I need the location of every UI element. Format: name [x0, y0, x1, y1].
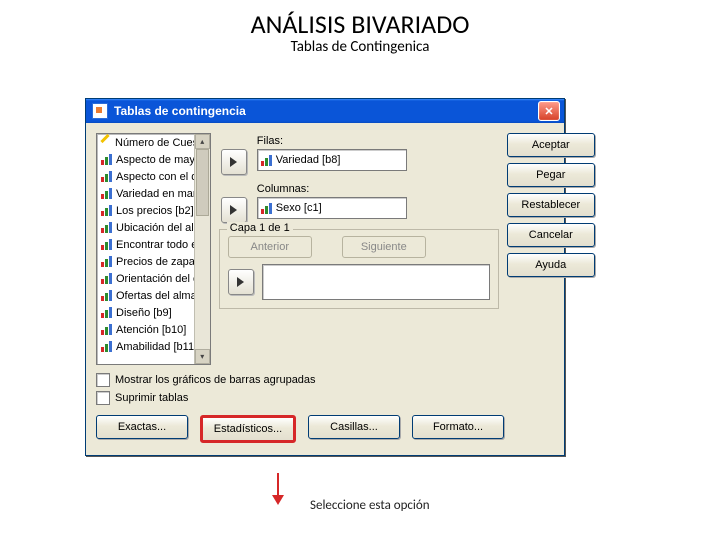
- scroll-down-icon[interactable]: ▾: [195, 349, 210, 364]
- bar-icon: [101, 273, 113, 284]
- callout-arrow-icon: [277, 473, 279, 503]
- rows-input[interactable]: Variedad [b8]: [257, 149, 407, 171]
- estadisticos-button[interactable]: Estadísticos...: [200, 415, 296, 443]
- scroll-up-icon[interactable]: ▴: [195, 134, 210, 149]
- aceptar-button[interactable]: Aceptar: [507, 133, 595, 157]
- bar-icon: [261, 203, 273, 214]
- columns-input[interactable]: Sexo [c1]: [257, 197, 407, 219]
- cancelar-button[interactable]: Cancelar: [507, 223, 595, 247]
- bar-icon: [101, 324, 113, 335]
- columns-label: Columnas:: [257, 183, 407, 195]
- next-button[interactable]: Siguiente: [342, 236, 426, 258]
- ayuda-button[interactable]: Ayuda: [507, 253, 595, 277]
- close-icon[interactable]: ✕: [538, 101, 560, 121]
- bar-icon: [101, 307, 113, 318]
- barchart-label: Mostrar los gráficos de barras agrupadas: [115, 374, 316, 386]
- move-to-layer-button[interactable]: [228, 269, 254, 295]
- suppress-tables-label: Suprimir tablas: [115, 392, 188, 404]
- bar-icon: [101, 171, 113, 182]
- move-to-rows-button[interactable]: [221, 149, 247, 175]
- bar-icon: [101, 239, 113, 250]
- bar-icon: [101, 222, 113, 233]
- scrollbar[interactable]: ▴ ▾: [194, 134, 210, 364]
- bar-icon: [101, 154, 113, 165]
- previous-button[interactable]: Anterior: [228, 236, 312, 258]
- casillas-button[interactable]: Casillas...: [308, 415, 400, 439]
- rows-label: Filas:: [257, 135, 407, 147]
- layer-group: Capa 1 de 1 Anterior Siguiente: [219, 229, 499, 309]
- bar-icon: [101, 341, 113, 352]
- formato-button[interactable]: Formato...: [412, 415, 504, 439]
- titlebar: Tablas de contingencia ✕: [86, 99, 564, 123]
- pencil-icon: [99, 136, 111, 148]
- bar-icon: [101, 256, 113, 267]
- suppress-tables-checkbox[interactable]: [96, 391, 110, 405]
- slide-title: ANÁLISIS BIVARIADO: [0, 8, 720, 40]
- callout-text: Seleccione esta opción: [310, 498, 430, 513]
- bar-icon: [101, 188, 113, 199]
- bar-icon: [101, 205, 113, 216]
- layer-legend: Capa 1 de 1: [227, 222, 293, 234]
- restablecer-button[interactable]: Restablecer: [507, 193, 595, 217]
- bar-icon: [101, 290, 113, 301]
- crosstabs-dialog: Tablas de contingencia ✕ Número de Cuest…: [85, 98, 565, 456]
- barchart-checkbox[interactable]: [96, 373, 110, 387]
- bar-icon: [261, 155, 273, 166]
- slide-subtitle: Tablas de Contingenica: [0, 38, 720, 56]
- dialog-title: Tablas de contingencia: [114, 104, 246, 118]
- layer-input[interactable]: [262, 264, 490, 300]
- app-icon: [92, 103, 108, 119]
- move-to-columns-button[interactable]: [221, 197, 247, 223]
- exactas-button[interactable]: Exactas...: [96, 415, 188, 439]
- scroll-thumb[interactable]: [196, 149, 209, 216]
- variable-list[interactable]: Número de Cuestio Aspecto de mayor Aspec…: [96, 133, 211, 365]
- pegar-button[interactable]: Pegar: [507, 163, 595, 187]
